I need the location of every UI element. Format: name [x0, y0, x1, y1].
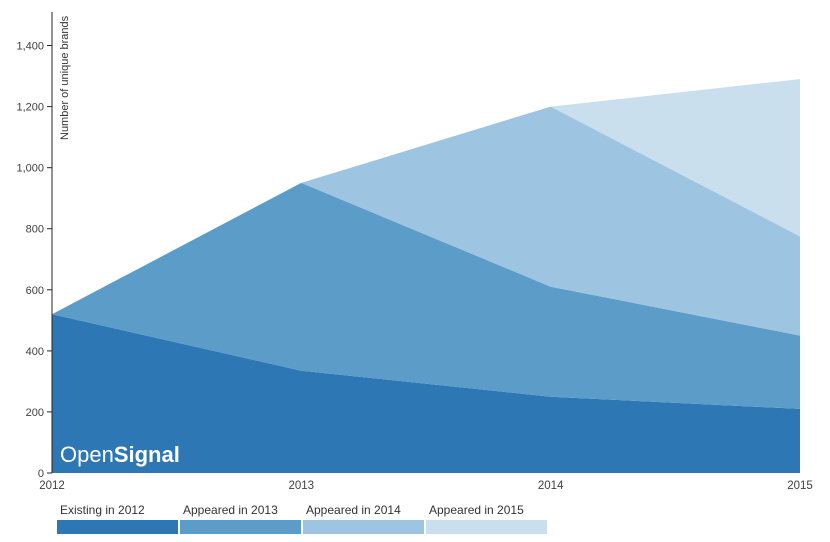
legend-swatch	[426, 520, 547, 534]
legend-label: Appeared in 2015	[429, 503, 524, 517]
legend-swatch	[180, 520, 301, 534]
area-appeared-in-2015	[52, 79, 800, 315]
legend-item-appeared-2015: Appeared in 2015	[426, 503, 547, 534]
chart-legend: Existing in 2012 Appeared in 2013 Appear…	[57, 503, 547, 534]
stacked-area-chart: 0 200 400 600 800 1,000 1,200 1,400 2012 2013 2014…	[16, 12, 813, 492]
y-tick-label: 1,400	[16, 41, 44, 53]
y-tick-label: 400	[26, 346, 44, 358]
legend-label: Appeared in 2014	[306, 503, 401, 517]
x-tick-label: 2014	[538, 480, 564, 492]
area-existing-in-2012	[52, 314, 800, 473]
y-tick-label: 1,200	[16, 102, 44, 114]
x-tick-label: 2015	[787, 480, 813, 492]
y-tick-label: 1,000	[16, 163, 44, 175]
y-tick-label: 200	[26, 407, 44, 419]
y-tick-label: 0	[38, 468, 44, 480]
y-tick-label: 800	[26, 224, 44, 236]
opensignal-watermark: OpenSignal	[60, 442, 180, 467]
watermark-open: Open	[60, 442, 114, 467]
legend-label: Existing in 2012	[60, 503, 145, 517]
legend-label: Appeared in 2013	[183, 503, 278, 517]
y-tick-label: 600	[26, 285, 44, 297]
x-tick-label: 2013	[289, 480, 315, 492]
area-appeared-in-2013	[52, 182, 800, 409]
x-tick-label: 2012	[39, 480, 65, 492]
legend-swatch	[57, 520, 178, 534]
watermark-signal: Signal	[114, 442, 180, 467]
y-axis-title: Number of unique brands	[59, 15, 71, 140]
legend-item-existing-2012: Existing in 2012	[57, 503, 178, 534]
legend-item-appeared-2014: Appeared in 2014	[303, 503, 424, 534]
legend-swatch	[303, 520, 424, 534]
area-appeared-in-2014	[52, 106, 800, 336]
legend-item-appeared-2013: Appeared in 2013	[180, 503, 301, 534]
